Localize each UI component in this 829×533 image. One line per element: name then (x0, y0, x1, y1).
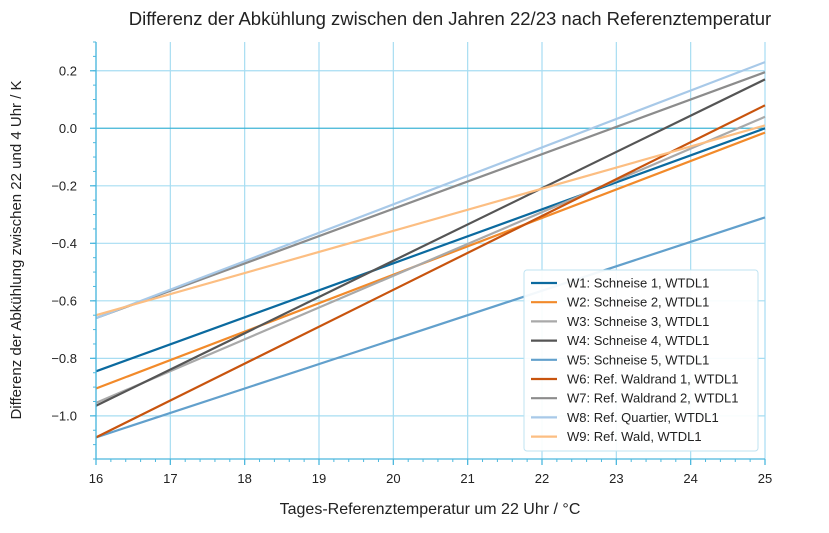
x-tick-label: 23 (609, 471, 623, 486)
series-line-w5 (95, 216, 766, 439)
series-layer (95, 61, 766, 439)
legend: W1: Schneise 1, WTDL1 W2: Schneise 2, WTD… (523, 269, 759, 452)
y-tick-label: −0.6 (51, 293, 77, 308)
y-tick-label: −0.8 (51, 351, 77, 366)
legend-label: W3: Schneise 3, WTDL1 (567, 314, 709, 329)
series-line-w8 (95, 61, 766, 320)
legend-box (523, 269, 759, 452)
x-tick-label: 18 (237, 471, 251, 486)
series-line-w6 (95, 104, 766, 439)
y-tick-label: −0.2 (51, 178, 77, 193)
x-tick-label: 24 (683, 471, 697, 486)
x-tick-label: 22 (535, 471, 549, 486)
series-line-w9 (95, 124, 766, 317)
y-tick-label: 0.2 (59, 63, 77, 78)
legend-label: W9: Ref. Wald, WTDL1 (567, 429, 702, 444)
x-tick-label: 20 (386, 471, 400, 486)
x-tick-label: 21 (460, 471, 474, 486)
y-tick-label: −0.4 (51, 236, 77, 251)
x-tick-label: 19 (312, 471, 326, 486)
legend-label: W6: Ref. Waldrand 1, WTDL1 (567, 372, 738, 387)
legend-label: W1: Schneise 1, WTDL1 (567, 276, 709, 291)
y-tick-label: −1.0 (51, 408, 77, 423)
series-line-w3 (95, 115, 766, 404)
legend-label: W8: Ref. Quartier, WTDL1 (567, 410, 719, 425)
series-line-w7 (95, 71, 766, 320)
legend-label: W4: Schneise 4, WTDL1 (567, 333, 709, 348)
x-axis-label: Tages-Referenztemperatur um 22 Uhr / °C (280, 501, 581, 518)
x-tick-label: 17 (163, 471, 177, 486)
legend-label: W7: Ref. Waldrand 2, WTDL1 (567, 391, 738, 406)
x-tick-label: 25 (758, 471, 772, 486)
legend-label: W5: Schneise 5, WTDL1 (567, 352, 709, 367)
series-line-w4 (95, 78, 766, 407)
axes: 16 17 18 19 20 21 22 23 24 25 −1.0 −0.8 −0.6 −0.4 −0.2… (51, 41, 772, 486)
x-tick-label: 16 (89, 471, 103, 486)
chart-title: Differenz der Abkühlung zwischen den Jah… (129, 8, 771, 29)
series-line-w1 (95, 127, 766, 373)
y-axis-label: Differenz der Abkühlung zwischen 22 und … (8, 80, 25, 419)
legend-label: W2: Schneise 2, WTDL1 (567, 295, 709, 310)
y-tick-label: 0.0 (59, 121, 77, 136)
